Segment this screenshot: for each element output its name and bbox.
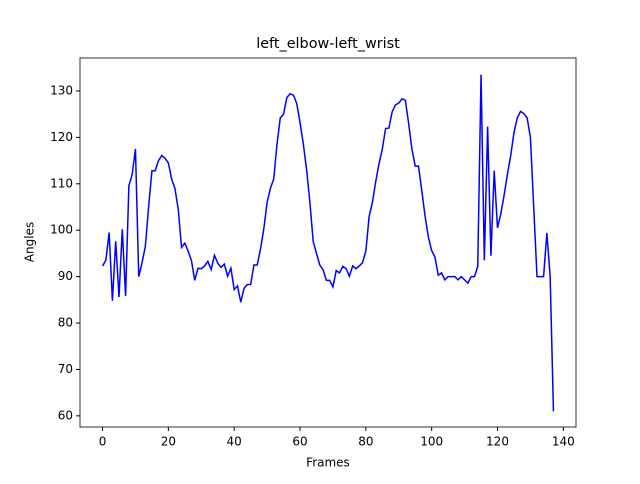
x-tick-label: 120 xyxy=(486,435,509,449)
y-tick-label: 90 xyxy=(58,269,73,283)
y-tick-label: 80 xyxy=(58,316,73,330)
x-tick-label: 0 xyxy=(99,435,107,449)
y-tick-label: 100 xyxy=(50,223,73,237)
y-tick-label: 120 xyxy=(50,130,73,144)
x-tick-label: 20 xyxy=(161,435,176,449)
x-tick-label: 140 xyxy=(552,435,575,449)
x-axis-label: Frames xyxy=(306,456,350,470)
y-tick-label: 60 xyxy=(58,408,73,422)
x-tick-label: 100 xyxy=(420,435,443,449)
y-tick-label: 70 xyxy=(58,362,73,376)
data-line xyxy=(101,74,555,412)
y-tick-label: 110 xyxy=(50,176,73,190)
plot-frame xyxy=(79,57,577,428)
x-tick-label: 40 xyxy=(227,435,242,449)
chart-title: left_elbow-left_wrist xyxy=(256,36,400,52)
x-tick-label: 80 xyxy=(358,435,373,449)
y-tick-label: 130 xyxy=(50,83,73,97)
y-axis-label: Angles xyxy=(23,222,37,262)
x-tick-label: 60 xyxy=(292,435,307,449)
